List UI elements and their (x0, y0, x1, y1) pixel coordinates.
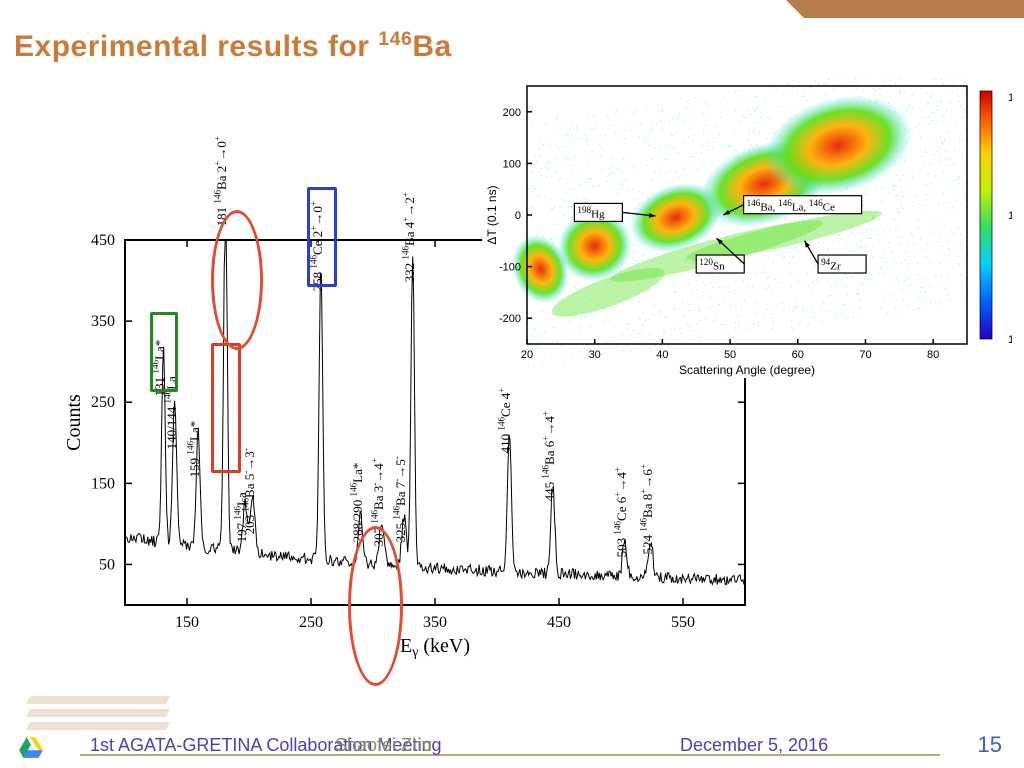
highlight-ellipse (348, 526, 403, 686)
svg-text:20: 20 (521, 349, 533, 361)
svg-text:-100: -100 (499, 262, 521, 274)
svg-text:Scattering Angle (degree): Scattering Angle (degree) (679, 363, 815, 377)
svg-text:80: 80 (927, 349, 939, 361)
footer-right: December 5, 2016 (680, 735, 828, 756)
peak-label: 410 146Ce 4+ (497, 387, 514, 453)
slide-title: Experimental results for 146Ba (14, 28, 452, 64)
peak-label: 159 146La* (186, 421, 203, 478)
svg-text:50: 50 (99, 556, 115, 573)
svg-text:450: 450 (91, 232, 115, 249)
svg-text:30: 30 (589, 349, 601, 361)
peak-label: 181 146Ba 2+→0+ (213, 136, 230, 226)
highlight-ellipse (211, 210, 263, 350)
slide-number: 15 (978, 732, 1002, 758)
svg-text:-200: -200 (499, 313, 521, 325)
svg-text:200: 200 (503, 107, 521, 119)
svg-text:350: 350 (423, 614, 447, 631)
svg-text:70: 70 (859, 349, 871, 361)
svg-text:Counts: Counts (63, 394, 85, 451)
svg-text:450: 450 (547, 614, 571, 631)
footer: 1st AGATA-GRETINA Collaboration Meeting … (0, 716, 1024, 768)
peak-label: 288/290 146La* (348, 463, 365, 543)
svg-text:250: 250 (299, 614, 323, 631)
highlight-box (307, 187, 337, 287)
highlight-box (211, 343, 241, 473)
heatmap-svg: 20 30 40 50 60 70 80 -200 -100 0 100 200 Scattering … (482, 78, 1012, 378)
svg-text:Eγ (keV): Eγ (keV) (400, 635, 470, 660)
peak-label: 325 146Ba 7-→5- (392, 456, 409, 542)
svg-text:250: 250 (91, 394, 115, 411)
svg-text:150: 150 (91, 475, 115, 492)
svg-text:ΔT (0.1 ns): ΔT (0.1 ns) (485, 185, 499, 244)
svg-text:50: 50 (724, 349, 736, 361)
svg-text:350: 350 (91, 313, 115, 330)
svg-text:1: 1 (1008, 334, 1012, 346)
svg-text:100: 100 (503, 158, 521, 170)
svg-text:150: 150 (175, 614, 199, 631)
svg-text:550: 550 (671, 614, 695, 631)
drive-icon (18, 734, 44, 760)
peak-label: 503 146Ce 6+→4+ (612, 467, 629, 557)
peak-label: 332 146Ba 4+→2+ (400, 192, 417, 282)
highlight-box (150, 312, 178, 392)
peak-label: 203 146Ba 5-→3- (240, 448, 257, 534)
peak-label: 445 146Ba 6+→4+ (540, 411, 557, 501)
svg-text:60: 60 (792, 349, 804, 361)
svg-text:10²: 10² (1008, 92, 1012, 104)
svg-text:0: 0 (515, 210, 521, 222)
footer-center: Shaofei Zhu (335, 735, 432, 756)
svg-text:40: 40 (656, 349, 668, 361)
scatter-heatmap: 20 30 40 50 60 70 80 -200 -100 0 100 200 Scattering … (482, 78, 1012, 378)
svg-text:10: 10 (1008, 210, 1012, 222)
peak-label: 524 146Ba 8+→6+ (638, 464, 655, 554)
corner-decoration (804, 0, 1024, 18)
